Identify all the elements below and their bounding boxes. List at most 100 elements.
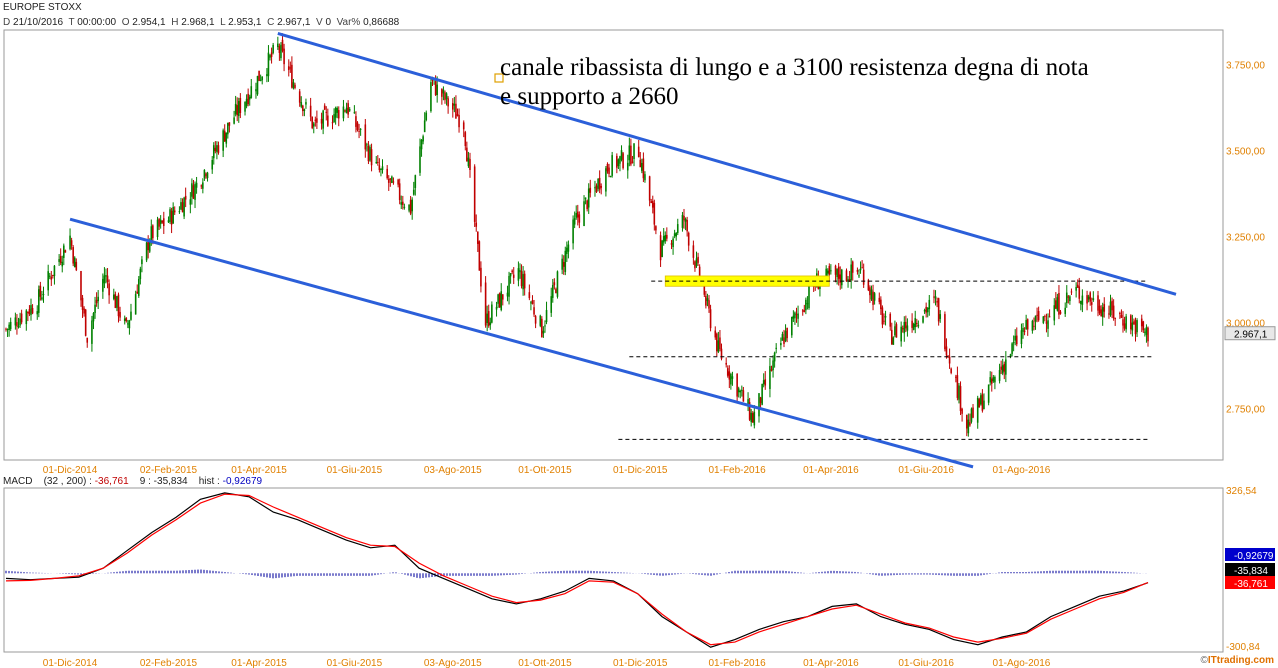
- macd-date-tick-label: 01-Giu-2016: [898, 658, 954, 668]
- candle-body: [586, 200, 588, 210]
- candle-body: [167, 220, 170, 223]
- candle-body: [861, 267, 863, 269]
- candle-body: [633, 143, 635, 159]
- candle-body: [673, 233, 676, 237]
- candle-body: [366, 144, 368, 146]
- annotation-line-1: canale ribassista di lungo e a 3100 resi…: [500, 54, 1089, 81]
- candle-body: [148, 241, 151, 252]
- candle-body: [369, 147, 371, 161]
- price-tick-label: 3.500,00: [1226, 146, 1265, 157]
- candle-body: [1120, 314, 1123, 318]
- candle-body: [114, 294, 117, 308]
- candle-body: [978, 399, 981, 408]
- candle-body: [1058, 292, 1060, 315]
- candle-body: [434, 81, 437, 95]
- candle-body: [650, 201, 653, 204]
- candle-body: [1142, 321, 1145, 331]
- candle-body: [1012, 342, 1015, 344]
- candle-body: [545, 310, 548, 323]
- candle-body: [901, 328, 904, 330]
- candle-body: [191, 183, 193, 197]
- candle-body: [850, 264, 852, 281]
- candle-body: [181, 202, 184, 213]
- candle-body: [36, 311, 39, 315]
- candle-body: [112, 294, 115, 299]
- candle-body: [269, 55, 271, 58]
- candle-body: [1005, 359, 1007, 375]
- macd-date-tick-label: 02-Feb-2015: [140, 658, 198, 668]
- candle-body: [1130, 315, 1132, 330]
- copyright[interactable]: ©ITtrading.com: [1201, 655, 1275, 666]
- candle-body: [467, 157, 470, 167]
- candle-body: [128, 320, 131, 329]
- candle-body: [225, 132, 228, 144]
- hist-value: -0,92679: [222, 476, 263, 487]
- candle-body: [159, 219, 162, 225]
- candle-body: [380, 169, 382, 171]
- candle-body: [572, 219, 574, 244]
- candle-body: [387, 179, 390, 183]
- candle-body: [1014, 335, 1017, 341]
- candle-body: [162, 218, 165, 227]
- candle-body: [453, 103, 456, 106]
- candle-body: [344, 110, 346, 112]
- candle-body: [237, 101, 240, 117]
- candle-body: [914, 318, 917, 328]
- date-value: 21/10/2016: [13, 17, 64, 28]
- candle-body: [945, 346, 948, 356]
- candle-body: [16, 322, 18, 327]
- candle-body: [147, 240, 149, 251]
- candle-body: [1055, 300, 1057, 309]
- candle-body: [870, 289, 873, 300]
- candle-body: [981, 394, 984, 411]
- candle-body: [990, 378, 993, 384]
- candle-body: [287, 66, 290, 71]
- candle-body: [312, 123, 315, 127]
- candle-body: [95, 299, 98, 304]
- candle-body: [653, 202, 656, 225]
- candle-body: [936, 301, 938, 303]
- candle-body: [9, 321, 12, 330]
- high-label: H: [171, 17, 179, 28]
- candle-body: [739, 390, 742, 393]
- candle-body: [631, 161, 634, 163]
- candle-body: [830, 270, 832, 272]
- candle-body: [841, 269, 843, 286]
- candle-body: [681, 214, 684, 228]
- candle-body: [805, 299, 807, 311]
- candle-body: [445, 93, 448, 100]
- candle-body: [31, 307, 34, 314]
- candle-body: [597, 178, 599, 189]
- candle-body: [377, 161, 379, 163]
- candle-body: [522, 274, 524, 290]
- candle-body: [272, 44, 274, 53]
- candle-body: [214, 147, 217, 152]
- candle-body: [659, 235, 662, 261]
- candle-body: [675, 232, 678, 237]
- candle-body: [136, 291, 139, 294]
- open-value: 2.954,1: [132, 17, 166, 28]
- price-chart[interactable]: 3.750,00 3.500,00 3.250,00 3.000,00 2.750,00…: [0, 0, 1278, 478]
- candle-body: [169, 209, 171, 222]
- candle-body: [573, 218, 576, 225]
- candle-body: [651, 201, 654, 208]
- volume-value: 0: [325, 17, 332, 28]
- chart-annotation[interactable]: canale ribassista di lungo e a 3100 resi…: [500, 53, 1089, 111]
- candle-body: [531, 300, 534, 304]
- candle-body: [1119, 312, 1121, 315]
- candle-body: [1147, 327, 1149, 342]
- candle-body: [150, 226, 153, 240]
- candle-body: [20, 313, 23, 323]
- candle-body: [158, 219, 160, 227]
- candle-body: [589, 187, 592, 193]
- candle-body: [670, 243, 673, 245]
- candle-body: [233, 117, 235, 124]
- candle-body: [75, 261, 78, 271]
- candle-body: [630, 145, 632, 165]
- candle-body: [764, 379, 767, 386]
- annotation-anchor-icon[interactable]: [494, 73, 504, 83]
- candle-body: [1123, 323, 1126, 329]
- candle-body: [848, 279, 851, 282]
- candle-body: [742, 390, 745, 402]
